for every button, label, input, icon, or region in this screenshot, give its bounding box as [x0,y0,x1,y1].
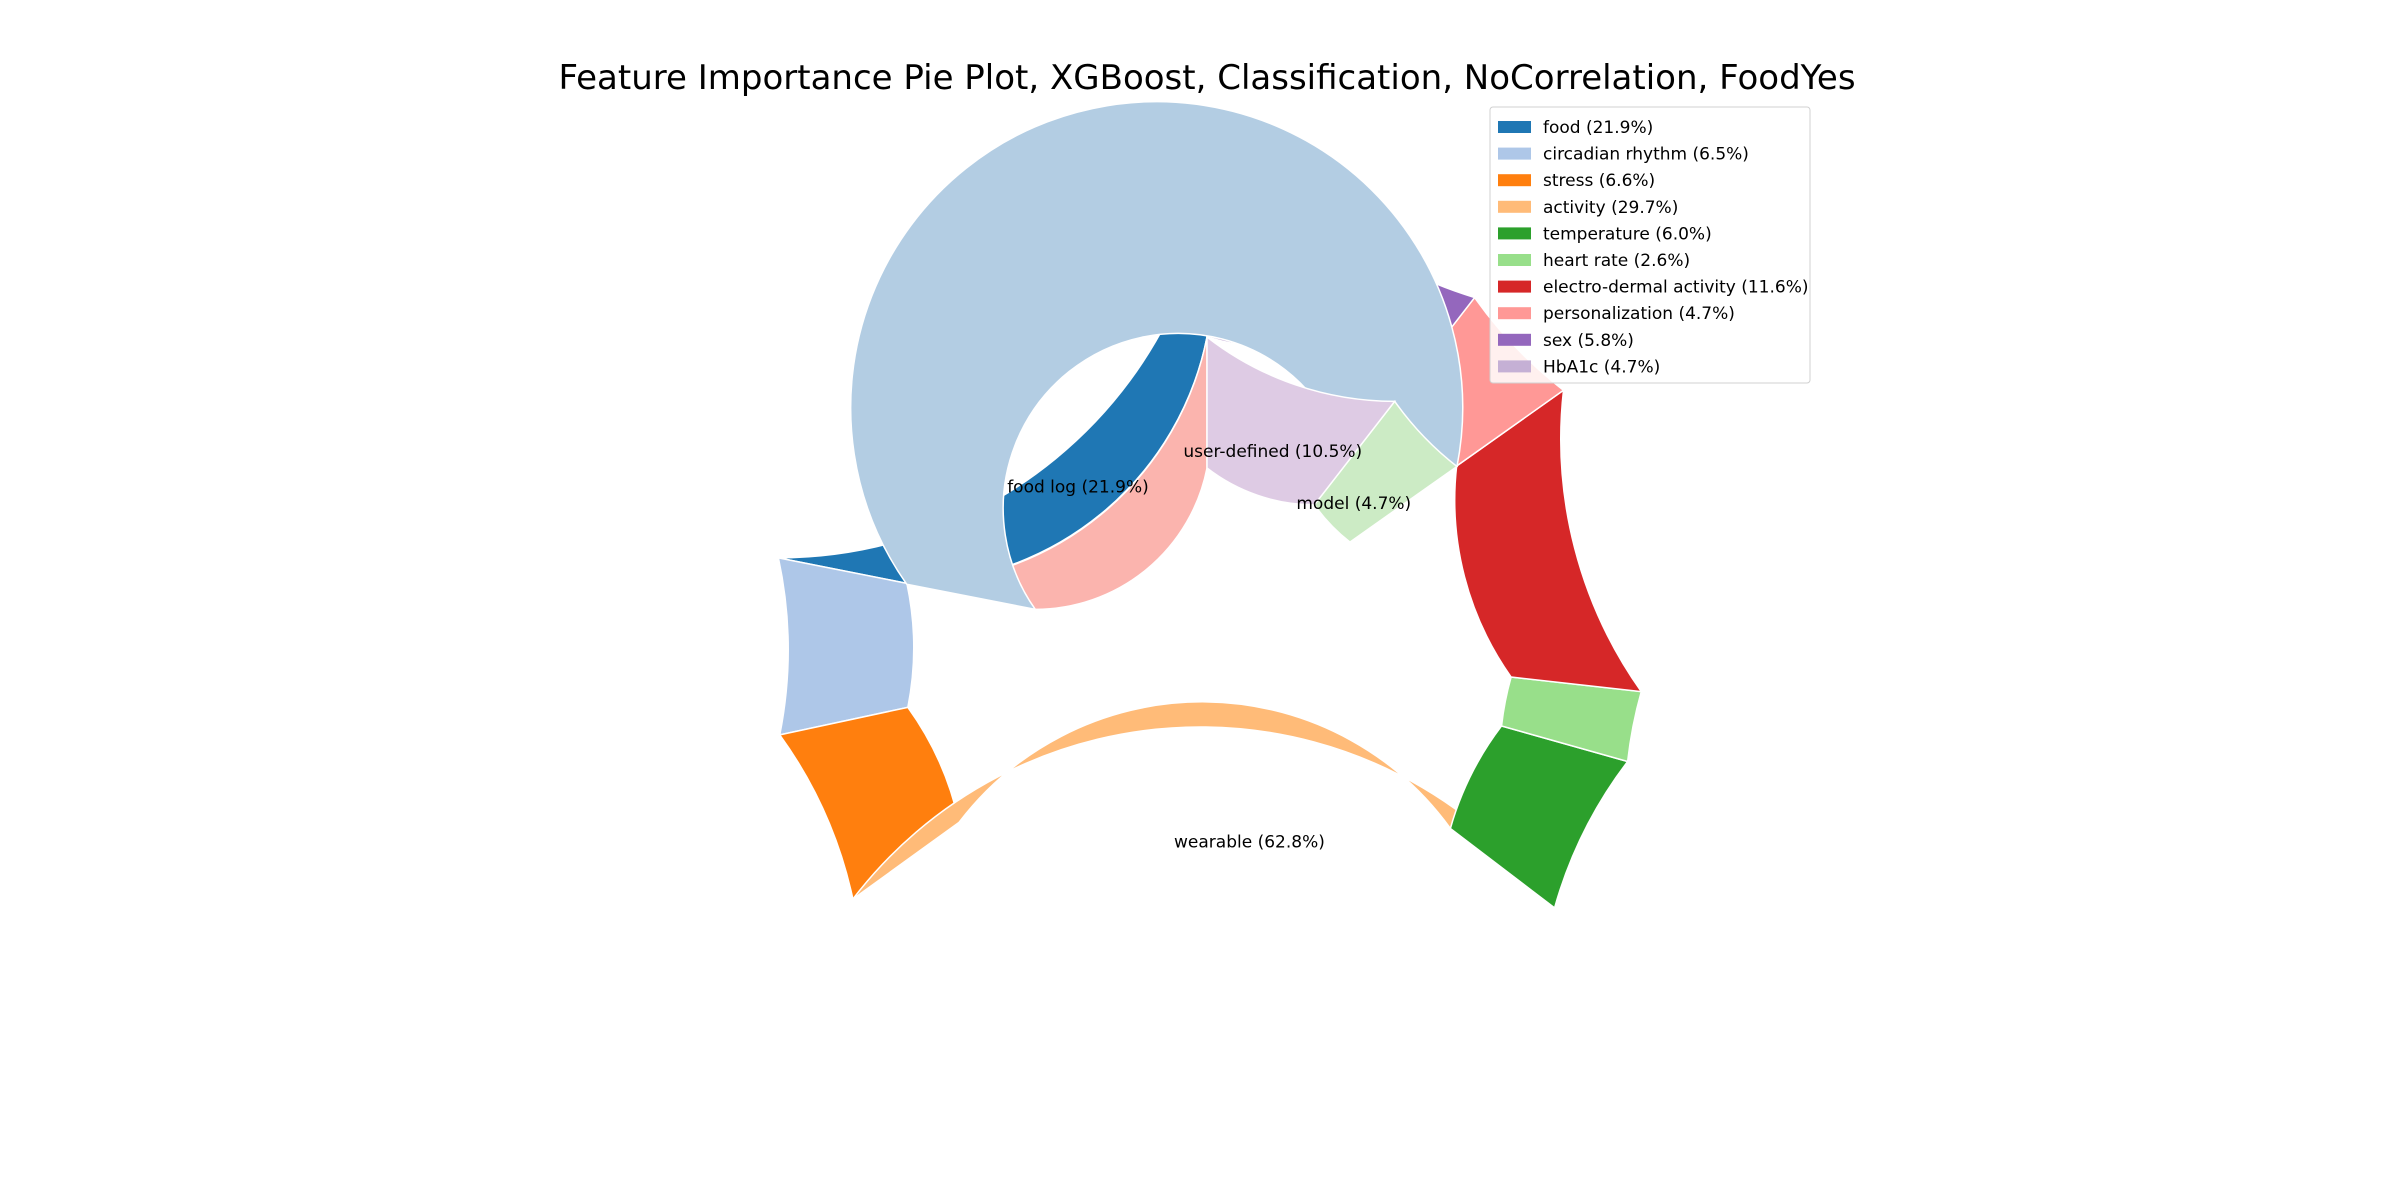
chart-title: Feature Importance Pie Plot, XGBoost, Cl… [558,58,1855,98]
slice-user-defined [1206,335,1397,506]
legend: food (21.9%) circadian rhythm (6.5%) stres… [1489,106,1811,384]
legend-swatch-circadian-rhythm [1498,147,1531,160]
legend-entry-stress: stress (6.6%) [1543,171,1655,191]
legend-swatch-stress [1498,174,1531,187]
inner-ring [849,100,1464,611]
legend-swatch-personalization [1498,307,1531,320]
slice-stress [778,706,960,901]
slice-activity [852,701,1556,909]
legend-swatch-heart-rate [1498,254,1531,266]
slice-wearable [849,100,1464,611]
inner-label-model: model (4.7%) [1296,494,1411,514]
legend-swatch-electro-dermal-activity [1498,280,1531,293]
legend-swatch-temperature [1498,227,1531,240]
legend-entry-hba1c: HbA1c (4.7%) [1543,357,1660,377]
legend-entry-personalization: personalization (4.7%) [1543,304,1735,324]
inner-label-user-defined: user-defined (10.5%) [1183,442,1362,462]
slice-model [1313,400,1459,543]
legend-entry-electro-dermal-activity: electro-dermal activity (11.6%) [1543,278,1809,298]
legend-swatch-activity [1498,200,1531,213]
legend-swatch-sex [1498,333,1531,346]
slice-electro-dermal-activity [1454,388,1643,693]
legend-entry-food: food (21.9%) [1543,118,1653,138]
legend-entry-sex: sex (5.8%) [1543,331,1634,351]
slice-circadian-rhythm [777,556,915,736]
slice-food-log [906,336,1208,611]
legend-entry-circadian-rhythm: circadian rhythm (6.5%) [1543,145,1749,165]
legend-entry-activity: activity (29.7%) [1543,198,1678,218]
inner-ring-labels: food log (21.9%) wearable (62.8%) model (4… [1007,442,1411,853]
inner-label-wearable: wearable (62.8%) [1174,833,1325,853]
legend-entry-heart-rate: heart rate (2.6%) [1543,251,1690,271]
slice-heart-rate [1500,676,1643,763]
legend-frame [1489,106,1811,384]
legend-swatch-hba1c [1498,360,1531,373]
inner-label-food-log: food log (21.9%) [1007,477,1149,497]
slice-temperature [1449,725,1629,910]
legend-swatch-food [1498,121,1531,133]
legend-entry-temperature: temperature (6.0%) [1543,224,1712,244]
